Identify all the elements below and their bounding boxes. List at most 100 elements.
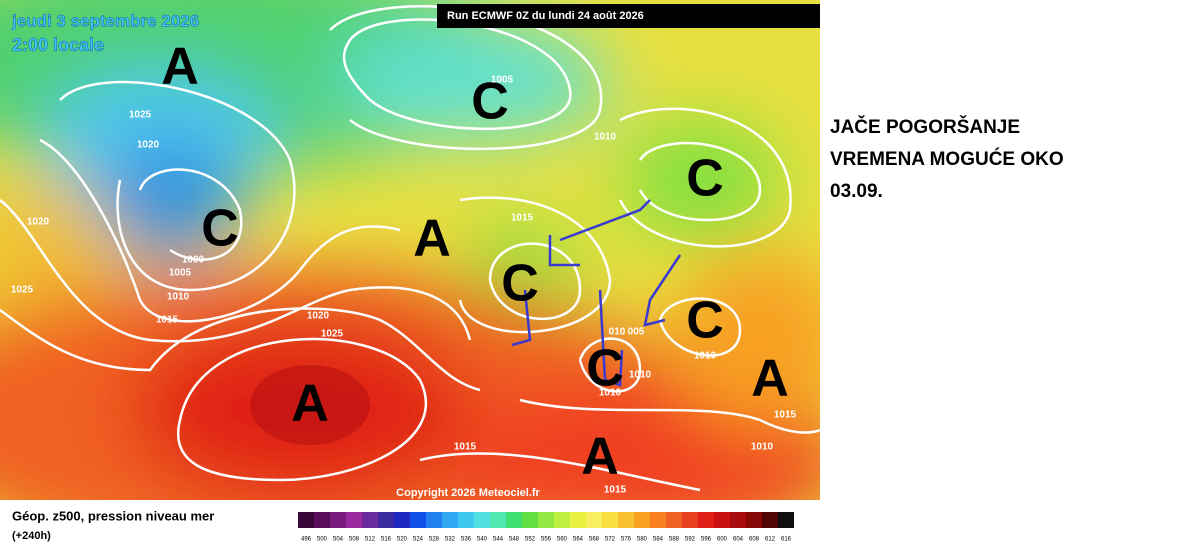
isobar-label: 1015 — [454, 442, 477, 453]
scale-label: 524 — [413, 537, 424, 543]
pressure-center: C — [686, 150, 724, 208]
pressure-center: C — [586, 340, 624, 398]
pressure-center: A — [751, 350, 789, 408]
scale-swatch — [298, 512, 314, 528]
scale-swatch — [522, 512, 538, 528]
scale-label: 552 — [525, 537, 536, 543]
scale-swatch — [634, 512, 650, 528]
scale-swatch — [554, 512, 570, 528]
scale-label: 556 — [541, 537, 552, 543]
scale-label: 600 — [717, 537, 728, 543]
pressure-center: A — [413, 210, 451, 268]
scale-label: 548 — [509, 537, 520, 543]
scale-label: 616 — [781, 537, 792, 543]
scale-label: 500 — [317, 537, 328, 543]
scale-swatch — [570, 512, 586, 528]
scale-swatch — [714, 512, 730, 528]
pressure-center: C — [501, 255, 539, 313]
annotation: VREMENA MOGUĆE OKO — [830, 148, 1064, 170]
pressure-center: A — [161, 38, 199, 96]
scale-swatch — [666, 512, 682, 528]
scale-label: 596 — [701, 537, 712, 543]
isobar-label: 1000 — [182, 255, 205, 266]
scale-label: 536 — [461, 537, 472, 543]
isobar-label: 1015 — [774, 410, 797, 421]
scale-label: 612 — [765, 537, 776, 543]
isobar-label: 1020 — [27, 217, 50, 228]
scale-swatch — [682, 512, 698, 528]
isobar-label: 1025 — [11, 285, 34, 296]
scale-label: 584 — [653, 537, 664, 543]
isobar-label: 1025 — [129, 110, 152, 121]
scale-swatch — [746, 512, 762, 528]
scale-swatch — [474, 512, 490, 528]
isobar-label: 1025 — [321, 329, 344, 340]
scale-label: 496 — [301, 537, 312, 543]
scale-label: 544 — [493, 537, 504, 543]
legend-subtitle: (+240h) — [12, 530, 51, 542]
scale-label: 560 — [557, 537, 568, 543]
forecast-date: jeudi 3 septembre 2026 — [11, 11, 199, 30]
scale-label: 608 — [749, 537, 760, 543]
scale-label: 568 — [589, 537, 600, 543]
scale-swatch — [410, 512, 426, 528]
color-scale: 496 500 504 508 512 516 520 524 528 532 536 540 544 5… — [298, 512, 794, 543]
isobar-label: 005 — [628, 327, 645, 338]
scale-swatch — [490, 512, 506, 528]
scale-swatch — [362, 512, 378, 528]
pressure-center: C — [201, 200, 239, 258]
isobar-label: 1015 — [156, 315, 179, 326]
isobar-label: 1010 — [167, 292, 190, 303]
scale-swatch — [730, 512, 746, 528]
isobar-label: 010 — [609, 327, 626, 338]
isobar-label: 1010 — [599, 388, 622, 399]
map: A C C A C C C C A A A 1005 1025 1020 100… — [0, 0, 820, 500]
scale-swatch — [330, 512, 346, 528]
scale-label: 576 — [621, 537, 632, 543]
scale-swatch — [538, 512, 554, 528]
scale-swatch — [314, 512, 330, 528]
isobar-label: 1005 — [491, 75, 514, 86]
scale-swatch — [698, 512, 714, 528]
scale-swatch — [650, 512, 666, 528]
scale-swatch — [442, 512, 458, 528]
scale-swatch — [378, 512, 394, 528]
isobar-label: 1015 — [511, 213, 534, 224]
isobar-label: 1010 — [594, 132, 617, 143]
pressure-center: C — [686, 292, 724, 350]
isobar-label: 1005 — [169, 268, 192, 279]
scale-label: 564 — [573, 537, 584, 543]
copyright: Copyright 2026 Meteociel.fr — [396, 487, 540, 499]
isobar-label: 1020 — [137, 140, 160, 151]
forecast-time: 2:00 locale — [12, 35, 104, 55]
pressure-center: A — [291, 375, 329, 433]
scale-swatch — [762, 512, 778, 528]
isobar-label: 1010 — [629, 370, 652, 381]
scale-swatch — [618, 512, 634, 528]
scale-label: 504 — [333, 537, 344, 543]
scale-swatch — [346, 512, 362, 528]
scale-swatch — [394, 512, 410, 528]
scale-label: 508 — [349, 537, 360, 543]
scale-label: 592 — [685, 537, 696, 543]
run-banner — [437, 4, 820, 28]
isobar-label: 1020 — [307, 311, 330, 322]
scale-swatch — [458, 512, 474, 528]
scale-label: 520 — [397, 537, 408, 543]
scale-label: 580 — [637, 537, 648, 543]
pressure-center: A — [581, 428, 619, 486]
pressure-center: C — [471, 73, 509, 131]
scale-swatch — [426, 512, 442, 528]
scale-label: 572 — [605, 537, 616, 543]
scale-swatch — [586, 512, 602, 528]
scale-swatch — [778, 512, 794, 528]
annotation: JAČE POGORŠANJE — [830, 116, 1020, 138]
scale-label: 604 — [733, 537, 744, 543]
isobar-label: 1015 — [604, 485, 627, 496]
scale-swatch — [506, 512, 522, 528]
scale-label: 540 — [477, 537, 488, 543]
scale-label: 532 — [445, 537, 456, 543]
scale-label: 516 — [381, 537, 392, 543]
run-label: Run ECMWF 0Z du lundi 24 août 2026 — [447, 10, 644, 22]
